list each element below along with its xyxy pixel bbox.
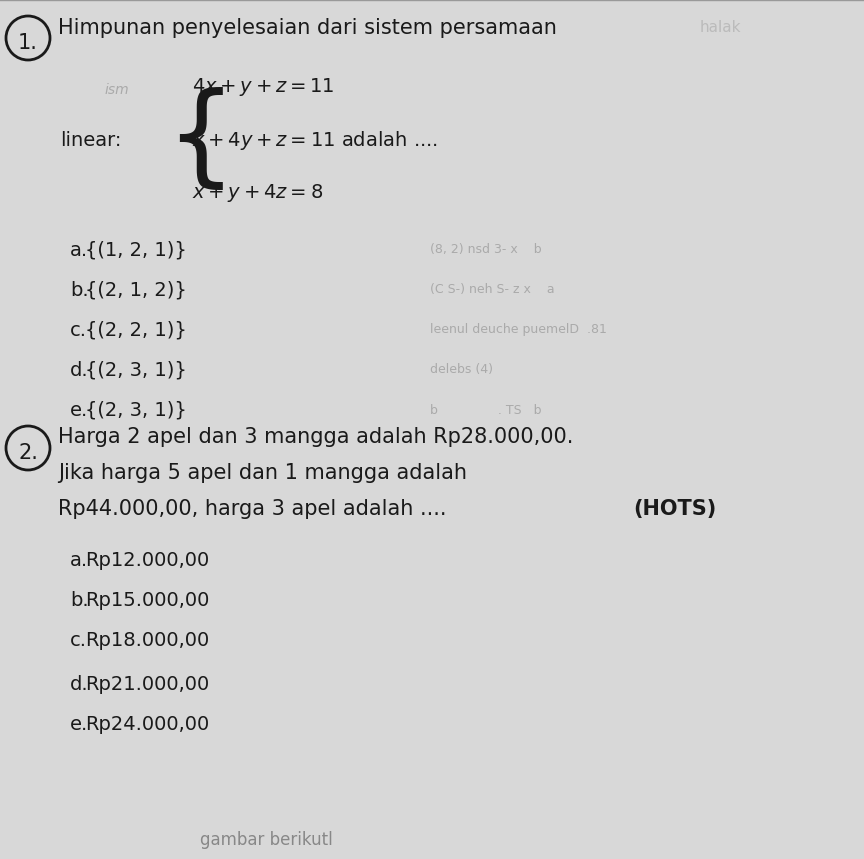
Text: $x + 4y + z = 11$ adalah ....: $x + 4y + z = 11$ adalah .... <box>192 129 438 151</box>
Text: Rp12.000,00: Rp12.000,00 <box>85 551 209 570</box>
Text: Harga 2 apel dan 3 mangga adalah Rp28.000,00.: Harga 2 apel dan 3 mangga adalah Rp28.00… <box>58 427 574 447</box>
Text: c.: c. <box>70 320 87 339</box>
Text: d.: d. <box>70 675 89 694</box>
Text: c.: c. <box>70 631 87 649</box>
Text: Rp15.000,00: Rp15.000,00 <box>85 590 209 610</box>
Text: {(1, 2, 1)}: {(1, 2, 1)} <box>85 241 187 259</box>
Text: b.: b. <box>70 590 89 610</box>
Text: {(2, 2, 1)}: {(2, 2, 1)} <box>85 320 187 339</box>
Text: b               . TS   b: b . TS b <box>430 404 542 417</box>
Text: d.: d. <box>70 361 89 380</box>
Text: Rp24.000,00: Rp24.000,00 <box>85 716 209 734</box>
Text: gambar berikutl: gambar berikutl <box>200 831 333 849</box>
Text: b.: b. <box>70 281 89 300</box>
Text: Rp18.000,00: Rp18.000,00 <box>85 631 209 649</box>
Text: halak: halak <box>700 21 741 35</box>
Text: delebs (4): delebs (4) <box>430 363 493 376</box>
Text: leenul deuche puemelD  .81: leenul deuche puemelD .81 <box>430 324 607 337</box>
Text: {: { <box>165 87 236 193</box>
Text: {(2, 1, 2)}: {(2, 1, 2)} <box>85 281 187 300</box>
Text: {(2, 3, 1)}: {(2, 3, 1)} <box>85 361 187 380</box>
Text: ism: ism <box>105 83 130 97</box>
Text: (C S-) neh S- z x    a: (C S-) neh S- z x a <box>430 283 555 296</box>
Text: (8, 2) nsd 3- x    b: (8, 2) nsd 3- x b <box>430 243 542 257</box>
Text: Jika harga 5 apel dan 1 mangga adalah: Jika harga 5 apel dan 1 mangga adalah <box>58 463 467 483</box>
Text: $4x + y + z = 11$: $4x + y + z = 11$ <box>192 76 334 98</box>
Text: 1.: 1. <box>18 33 38 53</box>
Text: Himpunan penyelesaian dari sistem persamaan: Himpunan penyelesaian dari sistem persam… <box>58 18 557 38</box>
Text: a.: a. <box>70 551 88 570</box>
Text: {(2, 3, 1)}: {(2, 3, 1)} <box>85 400 187 419</box>
Text: linear:: linear: <box>60 131 121 149</box>
Text: e.: e. <box>70 400 88 419</box>
Text: e.: e. <box>70 716 88 734</box>
Text: $x + y + 4z = 8$: $x + y + 4z = 8$ <box>192 182 323 204</box>
Text: Rp21.000,00: Rp21.000,00 <box>85 675 209 694</box>
Text: Rp44.000,00, harga 3 apel adalah ....: Rp44.000,00, harga 3 apel adalah .... <box>58 499 447 519</box>
Text: a.: a. <box>70 241 88 259</box>
Text: 2.: 2. <box>18 443 38 463</box>
Text: (HOTS): (HOTS) <box>633 499 716 519</box>
